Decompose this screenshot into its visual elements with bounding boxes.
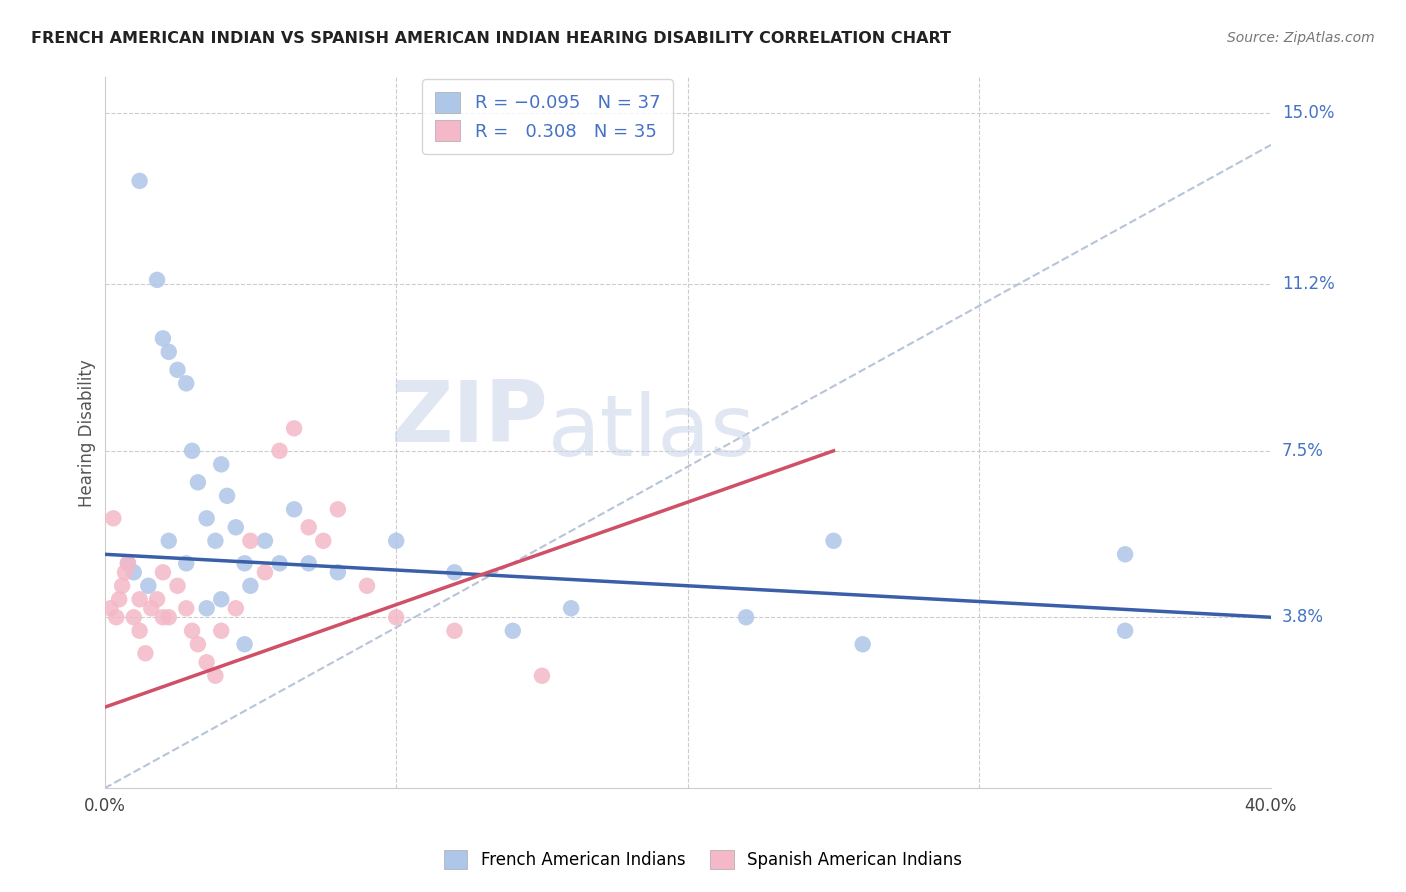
Point xyxy=(253,566,276,580)
Point xyxy=(117,556,139,570)
Point xyxy=(157,533,180,548)
Point xyxy=(174,376,197,391)
Point xyxy=(298,520,321,534)
Point xyxy=(253,533,276,548)
Point xyxy=(128,624,150,638)
Point xyxy=(138,579,160,593)
Point xyxy=(187,475,209,490)
Point xyxy=(108,592,131,607)
Point xyxy=(204,669,226,683)
Point xyxy=(239,579,262,593)
Point xyxy=(128,592,150,607)
Point xyxy=(312,533,335,548)
Point xyxy=(502,624,524,638)
Point xyxy=(209,458,232,472)
Point xyxy=(181,624,204,638)
Point xyxy=(283,502,305,516)
Point xyxy=(1114,624,1136,638)
Point xyxy=(209,624,232,638)
Point xyxy=(209,592,232,607)
Point xyxy=(326,502,349,516)
Point xyxy=(187,637,209,651)
Text: Source: ZipAtlas.com: Source: ZipAtlas.com xyxy=(1227,31,1375,45)
Point xyxy=(852,637,875,651)
Text: 15.0%: 15.0% xyxy=(1282,104,1334,122)
Point xyxy=(443,624,465,638)
Point xyxy=(128,174,150,188)
Point xyxy=(122,566,145,580)
Point xyxy=(530,669,553,683)
Point xyxy=(233,556,256,570)
Point xyxy=(174,601,197,615)
Point xyxy=(356,579,378,593)
Point xyxy=(195,511,218,525)
Point xyxy=(443,566,465,580)
Point xyxy=(298,556,321,570)
Legend: R = −0.095   N = 37, R =   0.308   N = 35: R = −0.095 N = 37, R = 0.308 N = 35 xyxy=(422,79,673,153)
Point xyxy=(204,533,226,548)
Point xyxy=(385,533,408,548)
Point xyxy=(122,610,145,624)
Text: atlas: atlas xyxy=(548,392,756,475)
Point xyxy=(269,443,291,458)
Point xyxy=(326,566,349,580)
Point xyxy=(152,331,174,345)
Text: FRENCH AMERICAN INDIAN VS SPANISH AMERICAN INDIAN HEARING DISABILITY CORRELATION: FRENCH AMERICAN INDIAN VS SPANISH AMERIC… xyxy=(31,31,950,46)
Text: ZIP: ZIP xyxy=(389,377,548,460)
Point xyxy=(239,533,262,548)
Point xyxy=(146,273,169,287)
Point xyxy=(114,566,136,580)
Point xyxy=(283,421,305,435)
Point xyxy=(225,601,247,615)
Point xyxy=(225,520,247,534)
Point xyxy=(195,655,218,669)
Point xyxy=(166,363,188,377)
Point xyxy=(560,601,582,615)
Point xyxy=(152,610,174,624)
Point xyxy=(215,489,238,503)
Point xyxy=(141,601,163,615)
Point xyxy=(157,344,180,359)
Point xyxy=(195,601,218,615)
Point xyxy=(111,579,134,593)
Point xyxy=(269,556,291,570)
Point xyxy=(233,637,256,651)
Point xyxy=(385,610,408,624)
Point xyxy=(157,610,180,624)
Point xyxy=(105,610,128,624)
Point xyxy=(1114,547,1136,561)
Point xyxy=(735,610,758,624)
Point xyxy=(181,443,204,458)
Point xyxy=(823,533,845,548)
Point xyxy=(152,566,174,580)
Text: 11.2%: 11.2% xyxy=(1282,276,1334,293)
Point xyxy=(146,592,169,607)
Point xyxy=(100,601,122,615)
Text: 3.8%: 3.8% xyxy=(1282,608,1324,626)
Y-axis label: Hearing Disability: Hearing Disability xyxy=(79,359,96,507)
Point xyxy=(134,646,156,660)
Point xyxy=(103,511,125,525)
Legend: French American Indians, Spanish American Indians: French American Indians, Spanish America… xyxy=(434,840,972,880)
Point xyxy=(174,556,197,570)
Point xyxy=(166,579,188,593)
Point xyxy=(117,556,139,570)
Text: 7.5%: 7.5% xyxy=(1282,442,1324,460)
